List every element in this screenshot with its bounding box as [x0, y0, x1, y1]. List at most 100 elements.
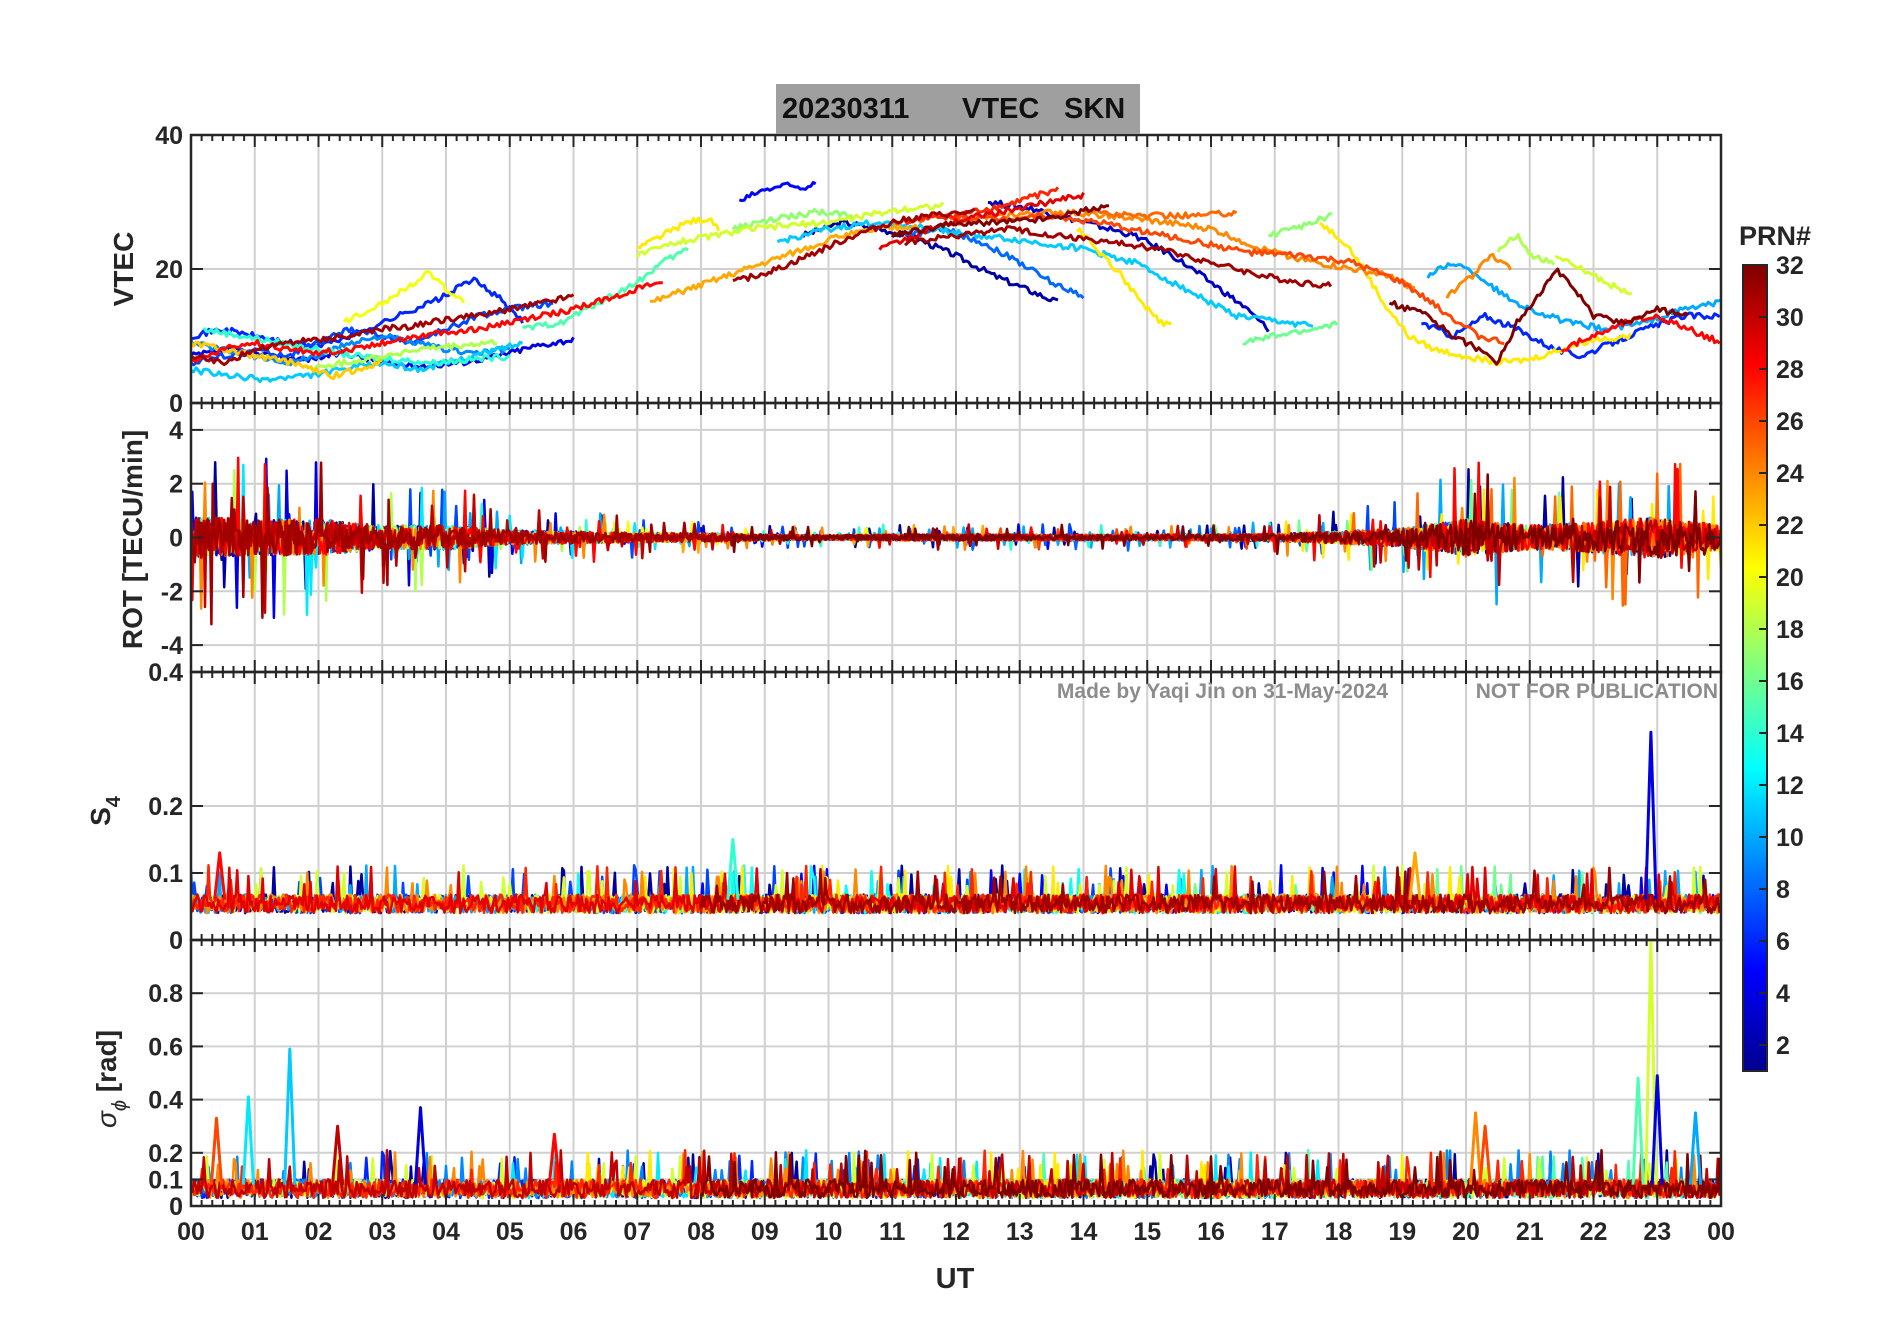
vtec-line-prn11: [776, 219, 1314, 328]
sigma_phi-line-prn32: [699, 1148, 1721, 1200]
y-tick-label: 40: [155, 122, 183, 150]
vtec-line-prn19: [1554, 254, 1632, 296]
sigma_phi-spike-prn26: [209, 1116, 224, 1185]
colorbar-tick-label: 22: [1776, 512, 1804, 540]
colorbar-title: PRN#: [1739, 221, 1811, 251]
s4-spike-prn14: [726, 838, 740, 900]
vtec-line-prn25: [1082, 207, 1238, 220]
x-tick-label: 23: [1643, 1218, 1671, 1246]
x-tick-label: 05: [496, 1218, 524, 1246]
vtec-line-prn20: [342, 270, 466, 324]
vtec-line-prn5: [738, 181, 817, 203]
sigma_phi-spike-prn4: [413, 1106, 428, 1185]
x-axis-label: UT: [936, 1263, 975, 1295]
vtec-line-prn17: [731, 208, 853, 231]
sigma_phi-spike-prn24: [1469, 1111, 1483, 1185]
sigma_phi-spike-prn4: [1650, 1074, 1664, 1185]
x-tick-label: 11: [879, 1218, 906, 1246]
sigma_phi-spike-prn19: [1644, 940, 1658, 1185]
vtec-line-prn21: [1319, 222, 1632, 367]
grid-sigma_phi: [190, 940, 1722, 1207]
vtec-line-prn26: [891, 211, 1505, 346]
x-tick-label: 18: [1325, 1218, 1353, 1246]
title-date: 20230311: [782, 93, 909, 125]
y-axis-label-vtec: VTEC: [108, 232, 139, 307]
sigma_phi-spike-prn30: [331, 1124, 345, 1185]
x-tick-label: 07: [623, 1218, 651, 1246]
colorbar-tick-label: 30: [1776, 304, 1804, 332]
x-tick-label: 12: [942, 1218, 970, 1246]
y-tick-label: 0.2: [148, 1140, 183, 1168]
colorbar-tick-label: 24: [1776, 460, 1804, 488]
vtec-line-prn29: [878, 191, 1085, 251]
colorbar-tick-label: 4: [1776, 980, 1790, 1008]
vtec-line-prn10: [1426, 262, 1721, 333]
y-tick-label: -2: [161, 578, 183, 606]
vtec-line-prn21: [636, 216, 721, 250]
colorbar-tick-label: 18: [1776, 616, 1804, 644]
y-tick-label: 0: [169, 1193, 183, 1221]
x-tick-label: 19: [1388, 1218, 1416, 1246]
y-tick-label: 0.1: [148, 860, 183, 888]
vtec-line-prn15: [522, 247, 689, 331]
series-vtec: [191, 181, 1721, 384]
vtec-line-prn31: [191, 293, 575, 367]
vtec-line-prn14: [202, 326, 511, 367]
sigma_phi-spike-prn15: [1631, 1076, 1645, 1185]
x-tick-label: 21: [1516, 1218, 1544, 1246]
y-tick-label: 0.2: [148, 793, 183, 821]
panel-rot: -4 -2 0 2 4 ROT [TECU/min]: [117, 401, 1723, 674]
vtec-line-prn32: [891, 204, 1110, 238]
y-tick-label: 0.6: [148, 1033, 183, 1061]
y-tick-label: 0.1: [148, 1166, 183, 1194]
title-station: SKN: [1064, 93, 1125, 125]
vtec-line-prn2: [801, 218, 1059, 303]
colorbar-tick-label: 6: [1776, 928, 1790, 956]
panel-sigma_phi: 00.10.2 0.4 0.6 0.8 σϕ [rad] 00 01 02 03 04 05 06 07…: [91, 938, 1735, 1246]
s4-spike-prn23: [1408, 851, 1422, 900]
y-tick-label: 0.8: [148, 980, 183, 1008]
title-background: [776, 84, 1140, 134]
x-tick-label: 00: [1707, 1218, 1735, 1246]
series-s4: [191, 730, 1721, 915]
s4-spike-prn28: [213, 851, 227, 900]
y-axis-label-rot: ROT [TECU/min]: [117, 430, 148, 649]
vtec-line-prn21: [1075, 227, 1172, 328]
y-axis-label-sigma-phi: σϕ [rad]: [91, 1030, 131, 1128]
x-tick-label: 13: [1006, 1218, 1034, 1246]
x-tick-label: 10: [815, 1218, 843, 1246]
vtec-line-prn6: [191, 276, 524, 349]
vtec-line-prn18: [1496, 233, 1556, 266]
vtec-line-prn24: [954, 208, 1416, 290]
x-tick-label: 04: [432, 1218, 460, 1246]
x-tick-label: 22: [1580, 1218, 1608, 1246]
watermark-author: Made by Yaqi Jin on 31-May-2024: [1057, 680, 1388, 703]
y-tick-label: 4: [169, 417, 183, 445]
colorbar-tick-label: 28: [1776, 356, 1804, 384]
vtec-line-prn31: [903, 225, 1333, 289]
x-tick-label: 00: [177, 1218, 205, 1246]
vtec-line-prn3: [987, 199, 1270, 333]
x-tick-label: 20: [1452, 1218, 1480, 1246]
panel-vtec: 0 20 40 VTEC: [108, 122, 1723, 418]
vtec-line-prn16: [1242, 320, 1339, 347]
sigma_phi-spike-prn11: [283, 1047, 297, 1185]
panel-s4: 0 0.1 0.2 0.4 S4: [85, 659, 1723, 955]
y-tick-label: 0: [169, 525, 183, 553]
colorbar-tick-label: 12: [1776, 772, 1804, 800]
x-tick-label: 01: [241, 1218, 269, 1246]
sigma_phi-spike-prn12: [241, 1095, 255, 1185]
x-tick-label: 02: [305, 1218, 333, 1246]
vtec-line-prn32: [1388, 267, 1689, 366]
y-tick-label: 0: [169, 390, 183, 418]
y-tick-label: 2: [169, 471, 183, 499]
vtec-line-prn18: [305, 338, 498, 372]
watermark-notice: NOT FOR PUBLICATION: [1476, 680, 1718, 703]
x-tick-label: 08: [687, 1218, 715, 1246]
vtec-line-prn31: [732, 207, 976, 283]
x-tick-label: 16: [1197, 1218, 1225, 1246]
